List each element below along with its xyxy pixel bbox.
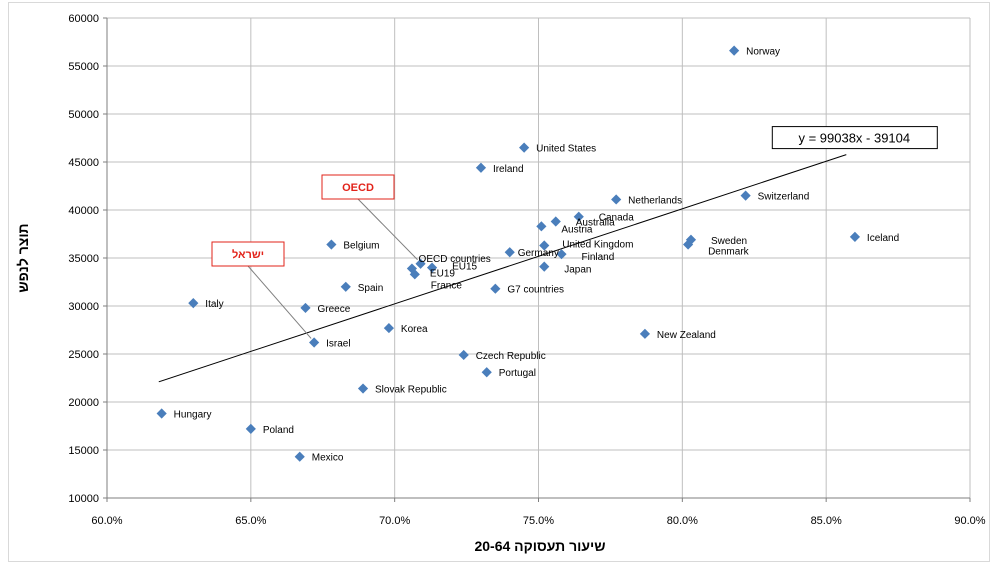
data-points [156, 45, 861, 462]
point-label: Denmark [708, 247, 750, 258]
x-tick-label: 60.0% [91, 515, 122, 527]
data-point [294, 451, 305, 462]
x-tick-label: 80.0% [667, 515, 698, 527]
callout-label: OECD [342, 182, 374, 194]
data-point [849, 231, 861, 242]
y-tick-label: 60000 [68, 13, 99, 25]
data-point [245, 423, 256, 434]
callout-label: ישראל [232, 248, 264, 261]
point-label: Iceland [867, 233, 899, 244]
point-label: OECD countries [419, 254, 491, 265]
data-point [519, 142, 530, 153]
data-point [309, 337, 320, 348]
data-point [556, 249, 567, 260]
x-tick-label: 90.0% [954, 515, 985, 527]
callout-leader [247, 265, 312, 339]
point-label: Hungary [174, 410, 212, 421]
data-point [504, 247, 515, 258]
data-point [740, 190, 751, 201]
point-label: Australia [576, 218, 615, 229]
data-point [300, 302, 311, 314]
point-label: EU19 [430, 269, 455, 280]
point-label: France [431, 280, 463, 291]
y-tick-label: 25000 [68, 349, 99, 361]
point-label: Sweden [711, 236, 747, 247]
axes: 10000 15000 20000 25000 30000 35000 40000 45000… [68, 13, 985, 527]
point-label: Korea [401, 324, 428, 335]
equation-box [771, 126, 938, 150]
point-label: Portugal [499, 368, 536, 379]
data-point [539, 261, 550, 272]
data-point [481, 367, 492, 378]
trend-line [158, 154, 847, 383]
point-label: Japan [564, 265, 591, 276]
y-tick-label: 20000 [68, 397, 99, 409]
data-point [611, 194, 622, 205]
x-tick-label: 70.0% [379, 515, 410, 527]
point-label: Spain [358, 283, 384, 294]
y-tick-label: 30000 [68, 301, 99, 313]
data-point [383, 322, 395, 334]
y-tick-label: 15000 [68, 445, 99, 457]
point-label: Netherlands [628, 195, 682, 206]
data-point [458, 349, 469, 361]
point-label: Switzerland [758, 192, 810, 203]
data-point [639, 328, 651, 339]
data-point [536, 221, 547, 232]
y-tick-label: 55000 [68, 61, 99, 73]
data-point [550, 216, 561, 227]
point-label: Finland [582, 252, 615, 263]
point-label: Mexico [312, 453, 344, 464]
point-label: Austria [561, 224, 593, 235]
point-label: Czech Republic [476, 351, 546, 362]
x-axis-title: שיעור תעסוקה 20-64 [474, 538, 605, 554]
data-point [426, 262, 438, 273]
trend-equation: y = 99038x - 39104 [798, 131, 910, 146]
chart-frame [8, 2, 990, 562]
callout-leader [357, 198, 418, 261]
point-label: Canada [599, 213, 634, 224]
point-label: EU15 [452, 262, 477, 273]
y-tick-label: 45000 [68, 157, 99, 169]
data-point [188, 298, 199, 309]
point-label: G7 countries [507, 285, 564, 296]
data-point [475, 162, 487, 173]
point-label: Israel [326, 338, 350, 349]
point-label: Germany [518, 248, 559, 259]
y-axis-title: תוצר לנפש [15, 223, 31, 292]
data-point [357, 383, 369, 394]
data-point [340, 281, 351, 292]
y-tick-label: 10000 [68, 493, 99, 505]
data-point [415, 258, 426, 269]
data-point [409, 269, 420, 280]
point-label: United Kingdom [562, 240, 633, 251]
trendline: y = 99038x - 39104 [158, 126, 938, 383]
point-label: Greece [317, 304, 350, 315]
point-labels: Norway United States Ireland Switzerland Net… [174, 47, 900, 464]
point-label: New Zealand [657, 330, 716, 341]
point-label: Slovak Republic [375, 385, 447, 396]
point-label: Belgium [343, 241, 379, 252]
data-point [729, 45, 740, 56]
data-point [326, 239, 337, 250]
point-label: Poland [263, 425, 294, 436]
callouts: OECD ישראל [211, 174, 418, 339]
point-label: United States [536, 144, 596, 155]
x-tick-label: 65.0% [235, 515, 266, 527]
point-label: Italy [205, 299, 223, 310]
y-tick-label: 40000 [68, 205, 99, 217]
x-tick-label: 85.0% [811, 515, 842, 527]
data-point [490, 283, 501, 294]
callout-box [321, 174, 395, 200]
y-tick-label: 35000 [68, 253, 99, 265]
data-point [156, 408, 167, 419]
point-label: Norway [746, 47, 780, 58]
x-tick-label: 75.0% [523, 515, 554, 527]
callout-box [211, 241, 285, 267]
point-label: Ireland [493, 164, 524, 175]
y-tick-label: 50000 [68, 109, 99, 121]
